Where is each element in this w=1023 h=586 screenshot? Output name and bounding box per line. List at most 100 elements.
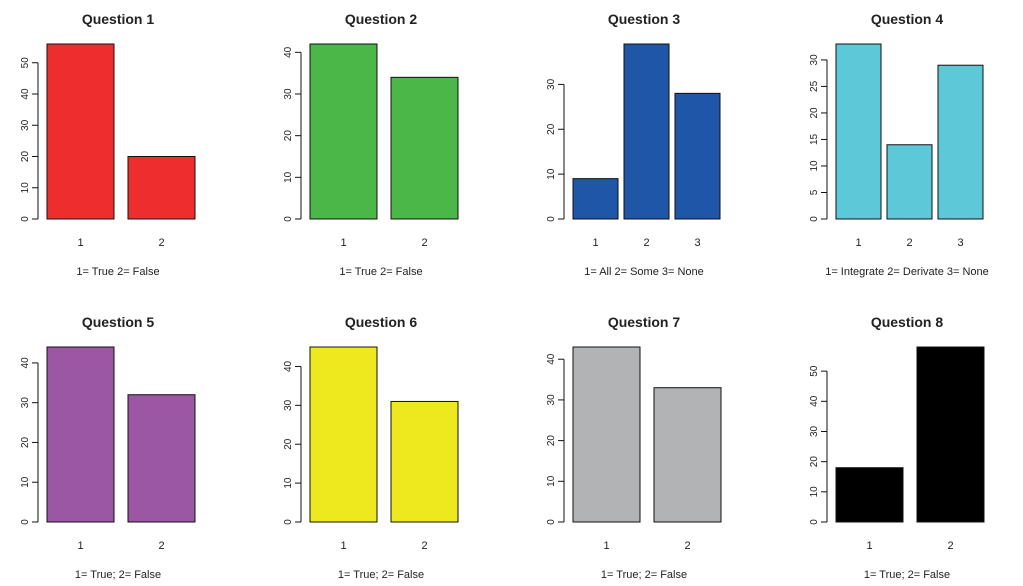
- x-axis-label: 1= All 2= Some 3= None: [584, 266, 704, 278]
- chart-title: Question 8: [871, 314, 944, 330]
- x-axis-label: 1= True; 2= False: [338, 569, 424, 581]
- y-tick-label: 0: [283, 216, 294, 222]
- y-tick-label: 10: [809, 160, 820, 172]
- y-tick-label: 10: [546, 475, 557, 487]
- chart-title: Question 1: [82, 11, 155, 27]
- y-tick-label: 40: [283, 360, 294, 372]
- y-tick-label: 50: [809, 365, 820, 377]
- y-tick-label: 10: [546, 168, 557, 180]
- category-label: 2: [643, 237, 649, 249]
- y-tick-label: 10: [20, 182, 31, 194]
- y-tick-label: 10: [283, 477, 294, 489]
- category-label: 1: [866, 540, 872, 552]
- y-tick-label: 20: [283, 438, 294, 450]
- y-tick-label: 40: [20, 88, 31, 100]
- bar-3: [674, 92, 721, 220]
- bar-3: [937, 64, 984, 220]
- category-label: 1: [340, 540, 346, 552]
- bar-1: [46, 346, 115, 523]
- y-tick-label: 25: [809, 80, 820, 92]
- category-label: 2: [421, 237, 427, 249]
- category-label: 1: [340, 237, 346, 249]
- bar-1: [835, 43, 882, 220]
- bar-1: [309, 43, 378, 220]
- bar-1: [572, 178, 619, 220]
- y-tick-label: 5: [809, 189, 820, 195]
- chart-title: Question 7: [608, 314, 681, 330]
- y-tick-label: 30: [809, 54, 820, 66]
- category-label: 2: [947, 540, 953, 552]
- y-tick-label: 15: [809, 133, 820, 145]
- bar-1: [835, 467, 904, 523]
- category-label: 1: [592, 237, 598, 249]
- x-axis-label: 1= True; 2= False: [601, 569, 687, 581]
- y-tick-label: 0: [546, 519, 557, 525]
- category-label: 3: [694, 237, 700, 249]
- y-tick-label: 40: [20, 357, 31, 369]
- y-tick-label: 30: [809, 425, 820, 437]
- bar-2: [653, 387, 722, 523]
- y-tick-label: 30: [283, 88, 294, 100]
- category-label: 2: [158, 237, 164, 249]
- bar-2: [886, 144, 933, 220]
- y-tick-label: 40: [809, 395, 820, 407]
- y-tick-label: 10: [20, 476, 31, 488]
- y-tick-label: 10: [283, 171, 294, 183]
- x-axis-label: 1= True; 2= False: [864, 569, 950, 581]
- y-tick-label: 40: [546, 353, 557, 365]
- y-tick-label: 30: [20, 119, 31, 131]
- y-tick-label: 0: [283, 519, 294, 525]
- y-tick-label: 20: [546, 435, 557, 447]
- y-tick-label: 20: [809, 107, 820, 119]
- y-tick-label: 0: [809, 216, 820, 222]
- y-tick-label: 0: [20, 519, 31, 525]
- category-label: 1: [603, 540, 609, 552]
- y-tick-label: 20: [20, 436, 31, 448]
- y-tick-label: 40: [283, 46, 294, 58]
- y-tick-label: 30: [546, 78, 557, 90]
- y-tick-label: 50: [20, 57, 31, 69]
- category-label: 1: [77, 540, 83, 552]
- x-axis-label: 1= True 2= False: [339, 266, 422, 278]
- bar-2: [390, 76, 459, 220]
- bar-1: [572, 346, 641, 523]
- category-label: 1: [855, 237, 861, 249]
- y-tick-label: 0: [20, 216, 31, 222]
- bar-2: [916, 346, 985, 523]
- y-tick-label: 30: [283, 399, 294, 411]
- category-label: 2: [421, 540, 427, 552]
- y-tick-label: 0: [546, 216, 557, 222]
- y-tick-label: 20: [20, 151, 31, 163]
- x-axis-label: 1= True; 2= False: [75, 569, 161, 581]
- y-tick-label: 30: [20, 397, 31, 409]
- category-label: 2: [684, 540, 690, 552]
- x-axis-label: 1= Integrate 2= Derivate 3= None: [825, 266, 989, 278]
- bar-2: [390, 400, 459, 523]
- bar-1: [46, 43, 115, 220]
- category-label: 3: [957, 237, 963, 249]
- y-tick-label: 20: [809, 456, 820, 468]
- bar-2: [127, 156, 196, 220]
- y-tick-label: 20: [283, 130, 294, 142]
- chart-title: Question 4: [871, 11, 944, 27]
- chart-title: Question 3: [608, 11, 681, 27]
- y-tick-label: 30: [546, 394, 557, 406]
- y-tick-label: 0: [809, 519, 820, 525]
- chart-title: Question 6: [345, 314, 418, 330]
- bar-2: [127, 394, 196, 523]
- y-tick-label: 10: [809, 486, 820, 498]
- y-tick-label: 20: [546, 123, 557, 135]
- bar-1: [309, 346, 378, 523]
- chart-title: Question 5: [82, 314, 155, 330]
- category-label: 1: [77, 237, 83, 249]
- category-label: 2: [906, 237, 912, 249]
